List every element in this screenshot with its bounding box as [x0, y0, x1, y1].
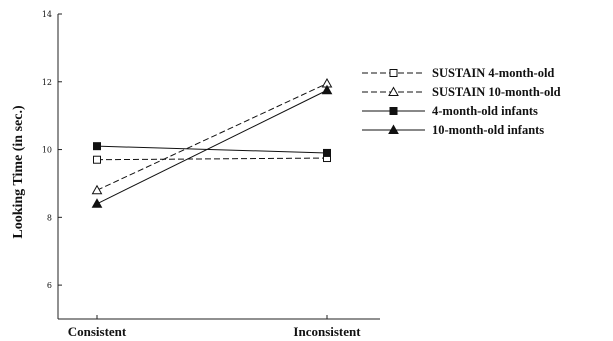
- data-point: [321, 84, 333, 95]
- legend: SUSTAIN 4-month-old SUSTAIN 10-month-old 4…: [362, 66, 561, 137]
- legend-marker: [389, 107, 398, 115]
- data-point: [93, 142, 101, 151]
- legend-label: SUSTAIN 4-month-old: [432, 66, 554, 80]
- x-category-label: Consistent: [68, 324, 127, 339]
- legend-marker: [389, 69, 398, 77]
- series-line: [96, 145, 328, 154]
- y-tick-label: 10: [42, 146, 52, 155]
- x-category-labels: Consistent Inconsistent: [68, 315, 361, 339]
- data-point: [323, 148, 331, 157]
- series-line: [96, 83, 328, 191]
- data-point: [91, 198, 103, 208]
- legend-label: 4-month-old infants: [432, 104, 538, 118]
- y-tick-label: 8: [47, 213, 52, 222]
- legend-item: SUSTAIN 4-month-old: [362, 66, 554, 80]
- series-2: [91, 77, 333, 195]
- series-layer: [91, 77, 333, 208]
- y-tick-label: 14: [42, 10, 52, 19]
- y-axis-title: Looking Time (in sec.): [11, 105, 26, 239]
- series-line: [96, 157, 328, 161]
- legend-label: SUSTAIN 10-month-old: [432, 85, 561, 99]
- data-point: [93, 155, 101, 164]
- axes: [57, 14, 380, 320]
- data-point: [91, 184, 103, 195]
- y-tick-label: 12: [42, 78, 52, 87]
- legend-item: SUSTAIN 10-month-old: [362, 85, 561, 99]
- x-category-label: Inconsistent: [293, 324, 361, 339]
- legend-item: 10-month-old infants: [362, 123, 544, 137]
- legend-item: 4-month-old infants: [362, 104, 538, 118]
- series-3: [93, 142, 331, 157]
- legend-label: 10-month-old infants: [432, 123, 544, 137]
- legend-marker: [388, 86, 399, 96]
- series-1: [93, 154, 331, 164]
- legend-marker: [388, 124, 399, 134]
- series-line: [96, 89, 328, 205]
- y-ticks: 6 8 10 12 14: [42, 10, 62, 290]
- y-tick-label: 6: [47, 281, 52, 290]
- series-4: [91, 84, 333, 208]
